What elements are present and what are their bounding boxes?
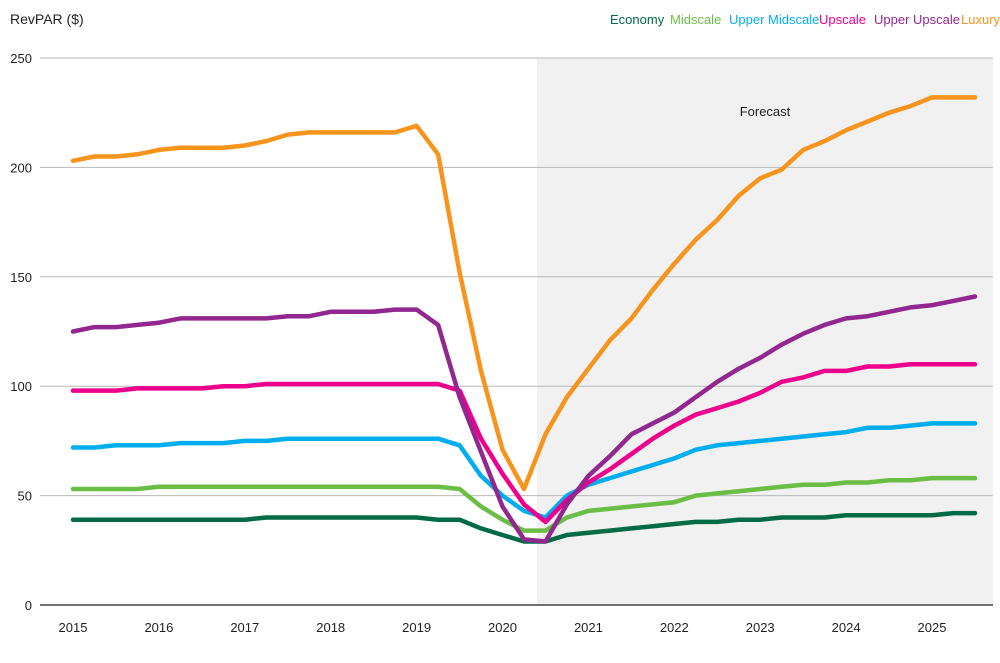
x-tick-label: 2015 xyxy=(59,620,88,635)
legend-entry-upper-upscale: Upper Upscale xyxy=(874,12,960,27)
x-tick-label: 2016 xyxy=(144,620,173,635)
series-line-upper-upscale xyxy=(70,294,978,544)
y-axis-label: RevPAR ($) xyxy=(10,11,84,27)
legend-entry-economy: Economy xyxy=(610,12,665,27)
x-tick-label: 2023 xyxy=(746,620,775,635)
y-tick-label: 200 xyxy=(10,160,32,175)
legend-entry-upper-midscale: Upper Midscale xyxy=(729,12,819,27)
axes: 0 50 100 150 200 250 2015 2016 2017 2018 2019 2020 2… xyxy=(10,51,993,635)
forecast-label: Forecast xyxy=(740,104,791,119)
x-tick-label: 2017 xyxy=(230,620,259,635)
x-tick-label: 2022 xyxy=(660,620,689,635)
series-line-luxury xyxy=(70,95,978,492)
y-tick-label: 100 xyxy=(10,379,32,394)
y-tick-label: 150 xyxy=(10,270,32,285)
labels: RevPAR ($) Forecast xyxy=(10,11,791,119)
legend-entry-upscale: Upscale xyxy=(819,12,866,27)
y-tick-label: 50 xyxy=(18,489,32,504)
x-tick-label: 2018 xyxy=(316,620,345,635)
legend-entry-luxury: Luxury xyxy=(961,12,1000,27)
forecast-region xyxy=(536,58,993,605)
series-line-midscale xyxy=(70,475,978,533)
x-tick-label: 2019 xyxy=(402,620,431,635)
legend-entry-midscale: Midscale xyxy=(670,12,721,27)
x-tick-label: 2020 xyxy=(488,620,517,635)
series-line-upper-midscale xyxy=(70,421,978,520)
y-tick-label: 250 xyxy=(10,51,32,66)
legend: Economy Midscale Upper Midscale Upscale Uppe… xyxy=(610,12,1000,27)
x-tick-label: 2024 xyxy=(832,620,861,635)
series-lines xyxy=(70,95,978,544)
y-tick-label: 0 xyxy=(25,598,32,613)
x-tick-label: 2021 xyxy=(574,620,603,635)
x-tick-label: 2025 xyxy=(918,620,947,635)
series-line-upscale xyxy=(70,362,978,525)
